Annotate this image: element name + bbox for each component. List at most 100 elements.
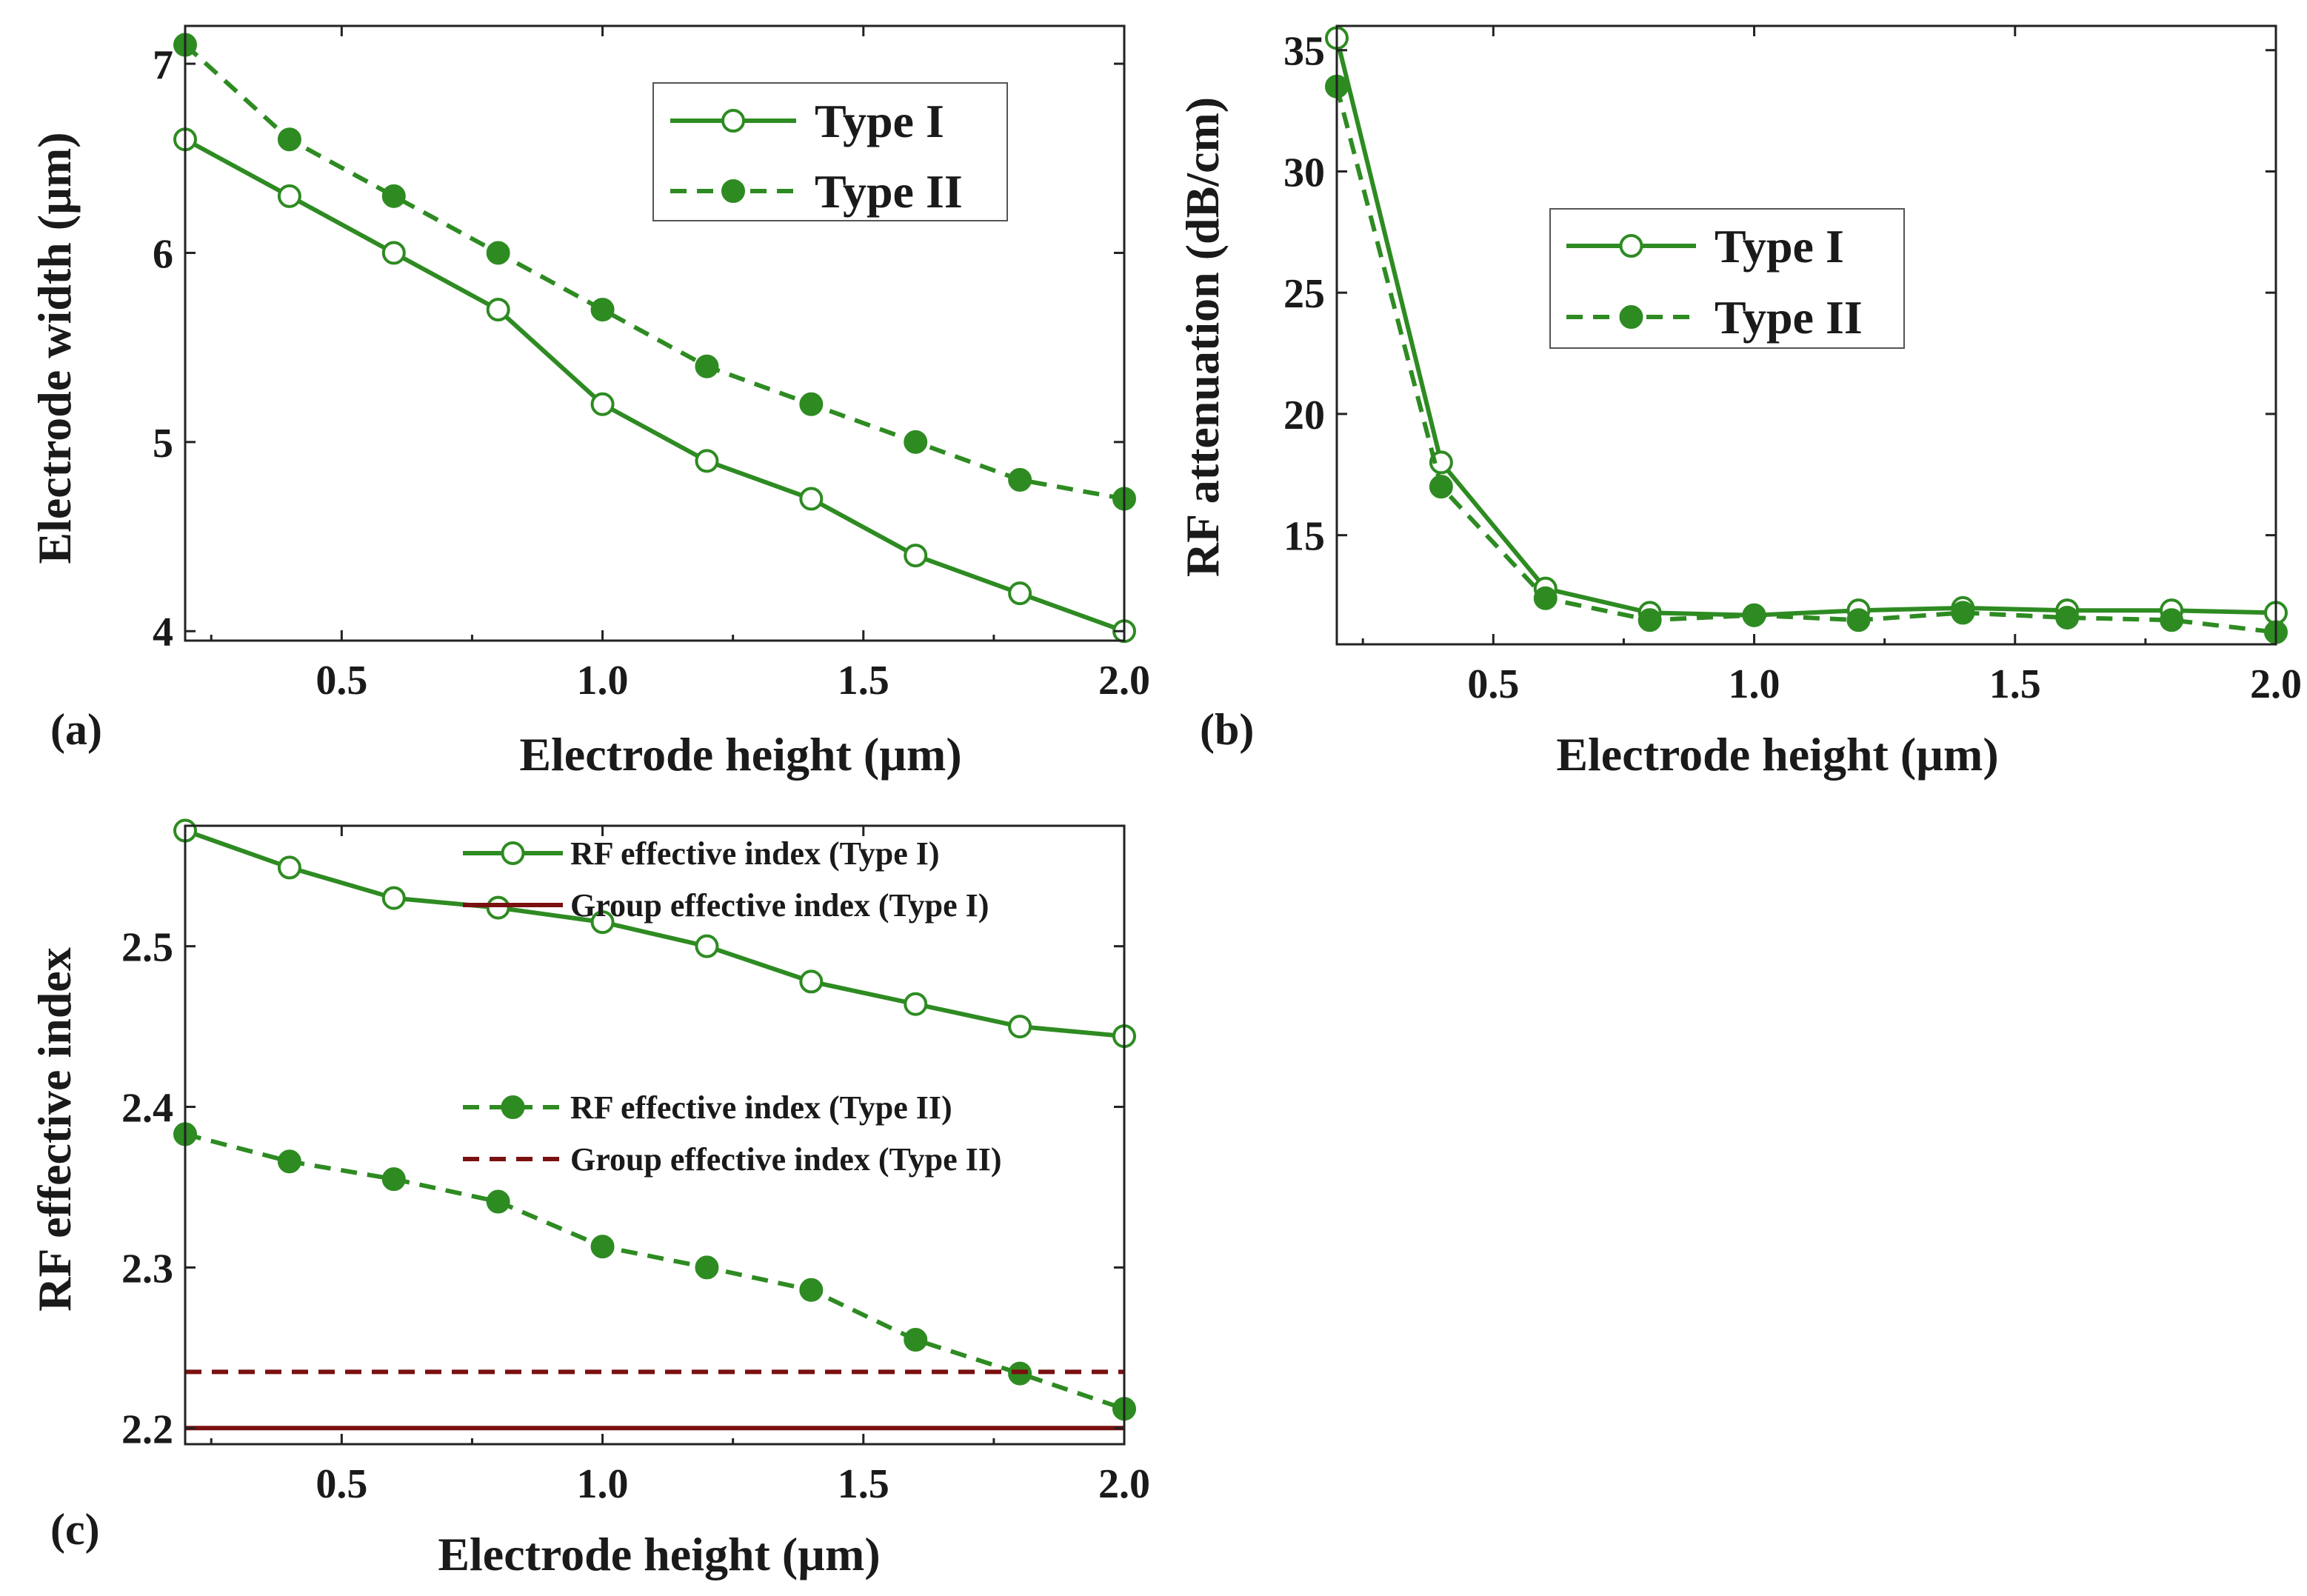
- series-line-c-0: [184, 828, 1125, 1039]
- x-tick-label: 1.0: [1729, 661, 1780, 707]
- x-tick-label: 0.5: [1467, 661, 1519, 707]
- data-point: [1846, 608, 1871, 632]
- legend-label: Type II: [1715, 291, 1863, 344]
- y-tick-label: 2.4: [121, 1086, 173, 1132]
- data-point: [1429, 450, 1453, 475]
- data-point: [1637, 608, 1662, 632]
- y-tick-label: 2.5: [121, 925, 173, 971]
- x-tick-label: 1.0: [577, 658, 629, 704]
- data-point: [1951, 601, 1975, 625]
- y-axis-label: RF attenuation (dB/cm): [1176, 97, 1229, 577]
- x-tick-label: 0.5: [315, 658, 367, 704]
- data-point: [1008, 1015, 1032, 1039]
- chart-panel-c: 0.5 1.0 1.5 2.0 2.2 2.3 2.4 2.5 Electrode height…: [28, 818, 1150, 1580]
- data-point: [277, 184, 301, 208]
- legend-label: Type I: [1715, 220, 1844, 273]
- y-tick-label: 7: [153, 42, 173, 88]
- legend-marker: [721, 179, 745, 203]
- series-line-b-0: [1335, 37, 2277, 618]
- data-point: [2055, 605, 2080, 630]
- data-point: [695, 449, 719, 473]
- legend-label: Group effective index (Type I): [570, 887, 989, 924]
- data-point: [1429, 475, 1453, 499]
- legend-label: RF effective index (Type I): [570, 835, 940, 872]
- data-point: [695, 354, 719, 378]
- chart-panel-a: 0.5 1.0 1.5 2.0 4 5 6 7 Electrode height (µm) Ele…: [28, 24, 1150, 781]
- data-point: [799, 1278, 824, 1302]
- data-point: [381, 1167, 406, 1192]
- data-point: [381, 184, 406, 208]
- data-point: [277, 127, 301, 152]
- legend-label: Type I: [815, 95, 944, 147]
- data-point: [799, 487, 824, 511]
- x-tick-label: 2.0: [1098, 658, 1150, 704]
- data-point: [1533, 586, 1558, 610]
- data-point: [904, 992, 928, 1016]
- data-point: [277, 1149, 301, 1174]
- chart-panel-b: 0.5 1.0 1.5 2.0 15 20 25 30 35 Electrode height (…: [1176, 24, 2302, 781]
- legend-marker: [721, 109, 745, 133]
- x-tick-label: 1.5: [1989, 661, 2041, 707]
- y-tick-label: 2.3: [121, 1246, 173, 1292]
- panel-label: (a): [50, 705, 102, 754]
- y-tick-label: 6: [153, 231, 173, 277]
- data-point: [1008, 467, 1032, 492]
- data-point: [590, 910, 615, 935]
- y-tick-label: 15: [1283, 514, 1325, 560]
- data-point: [590, 1235, 615, 1259]
- data-point: [590, 392, 615, 416]
- data-point: [381, 241, 406, 265]
- data-point: [695, 1255, 719, 1280]
- y-tick-label: 5: [153, 421, 173, 467]
- data-point: [590, 298, 615, 322]
- legend-marker: [501, 1095, 525, 1119]
- series-line-c-2: [184, 1132, 1125, 1412]
- x-tick-label: 1.5: [838, 1461, 889, 1507]
- y-tick-label: 35: [1283, 29, 1325, 75]
- plot-frame: [184, 24, 1126, 642]
- legend-marker: [1619, 234, 1643, 258]
- panel-label: (b): [1200, 705, 1254, 754]
- data-point: [799, 392, 824, 416]
- data-point: [904, 430, 928, 454]
- plot-frame: [1335, 24, 2277, 646]
- y-tick-label: 25: [1283, 271, 1325, 317]
- legend: Type I Type II: [652, 82, 1008, 221]
- data-point: [381, 886, 406, 910]
- legend-marker: [1619, 305, 1643, 329]
- data-point: [277, 855, 301, 880]
- data-point: [799, 969, 824, 994]
- data-point: [486, 895, 510, 920]
- series-line-a-1: [183, 43, 1125, 501]
- data-point: [1008, 581, 1032, 606]
- x-axis-label: Electrode height (µm): [438, 1528, 880, 1580]
- y-tick-label: 30: [1283, 150, 1325, 196]
- legend-box: [652, 82, 1008, 221]
- data-point: [904, 1328, 928, 1352]
- x-axis-label: Electrode height (µm): [1556, 728, 1998, 781]
- legend-label: Group effective index (Type II): [570, 1141, 1002, 1178]
- series-line-b-1: [1335, 86, 2277, 635]
- panel-label: (c): [50, 1505, 100, 1554]
- plot-frame: [184, 824, 1126, 1446]
- legend-marker: [501, 841, 525, 865]
- x-tick-label: 2.0: [2250, 661, 2302, 707]
- data-point: [904, 544, 928, 568]
- x-axis-label: Electrode height (µm): [519, 728, 961, 781]
- legend-box: [1549, 208, 1905, 349]
- legend-label: RF effective index (Type II): [570, 1089, 952, 1126]
- y-axis-label: RF effective index: [28, 947, 81, 1312]
- data-point: [486, 241, 510, 265]
- legend: Type I Type II: [1549, 208, 1905, 349]
- series-line-a-0: [184, 137, 1126, 634]
- data-point: [2160, 608, 2184, 632]
- legend-label: Type II: [815, 165, 963, 218]
- data-point: [695, 934, 719, 958]
- y-tick-label: 4: [153, 610, 173, 655]
- x-tick-label: 0.5: [315, 1461, 367, 1507]
- x-tick-label: 1.5: [838, 658, 889, 704]
- data-point: [486, 1189, 510, 1214]
- y-axis-label: Electrode width (µm): [28, 132, 81, 564]
- y-tick-label: 2.2: [121, 1406, 173, 1452]
